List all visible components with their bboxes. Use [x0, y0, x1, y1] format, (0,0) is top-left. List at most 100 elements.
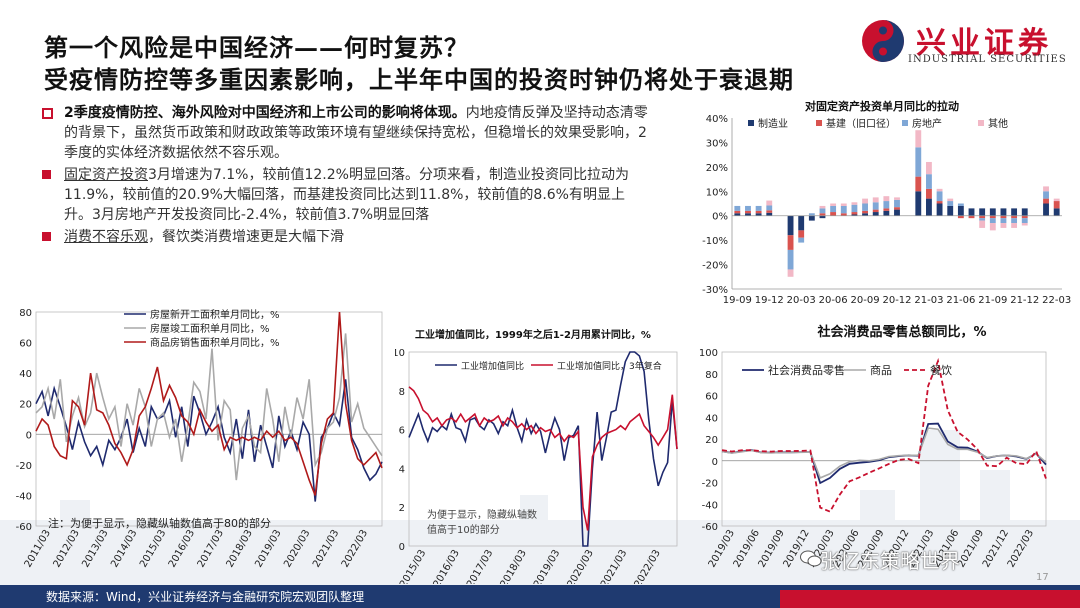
bar-segment [968, 215, 975, 219]
y-tick-label: -40 [702, 500, 718, 511]
bar-segment [766, 200, 773, 206]
chart-title: 对固定资产投资单月同比的拉动 [805, 99, 959, 113]
bar-segment [947, 205, 954, 216]
x-tick-label: 2017/03 [196, 528, 226, 569]
bar-segment [883, 208, 890, 211]
skyline-building [980, 470, 1010, 585]
bar-segment [936, 191, 943, 202]
legend-label: 房屋竣工面积单月同比，% [150, 322, 270, 335]
brand-logo: 兴业证券 INDUSTRIAL SECURITIES [860, 18, 1070, 68]
x-tick-label: 2020/03 [282, 528, 312, 569]
bar-segment [894, 199, 900, 208]
x-tick-label: 22-03 [1042, 295, 1071, 306]
bar-segment [979, 220, 986, 228]
legend-swatch [978, 120, 984, 126]
bar-segment [947, 201, 954, 206]
watermark-text: 张忆东策略世界 [820, 549, 960, 573]
y-tick-label: 40 [705, 413, 718, 424]
bar-segment [936, 201, 943, 204]
bar-segment [745, 213, 751, 216]
bar-segment [872, 212, 879, 216]
legend-label: 其他 [988, 117, 1008, 130]
bar-segment [1011, 215, 1018, 219]
y-tick-label: -20% [702, 261, 728, 272]
x-tick-label: 21-03 [914, 295, 943, 306]
legend-swatch [748, 120, 754, 126]
bar-segment [872, 202, 879, 210]
x-tick-label: 2014/03 [109, 528, 139, 569]
page-subtitle: 受疫情防控等多重因素影响，上半年中国的投资时钟仍将处于衰退期 [44, 65, 794, 94]
bar-segment [1000, 223, 1007, 228]
bar-segment [989, 215, 996, 219]
skyline-building [60, 500, 90, 585]
x-tick-label: 2013/03 [80, 528, 110, 569]
bar-segment [894, 197, 900, 200]
wechat-icon [800, 550, 822, 567]
bar-segment [883, 210, 890, 216]
chart-note: 为便于显示，隐藏纵轴数值高于10的部分 [427, 508, 537, 536]
bullet-item: 固定资产投资3月增速为7.1%，较前值12.2%明显回落。分项来看，制造业投资同… [40, 165, 652, 225]
bar-segment [755, 213, 762, 216]
bar-segment [734, 205, 741, 211]
legend-label: 房地产 [912, 117, 942, 130]
bar-segment [926, 161, 932, 175]
bar-segment [851, 202, 858, 205]
x-tick-label: 20-06 [819, 295, 848, 306]
bar-segment [819, 208, 826, 214]
x-tick-label: 2015/03 [138, 528, 168, 569]
bar-segment [1043, 198, 1049, 204]
x-tick-label: 2015/03 [398, 548, 428, 584]
y-tick-label: 20 [705, 435, 718, 446]
legend-label: 商品房销售面积单月同比，% [150, 336, 280, 349]
x-tick-label: 19-12 [755, 295, 784, 306]
y-tick-label: 40 [19, 369, 32, 380]
bullet-text: 3月增速为7.1%，较前值12.2%明显回落。分项来看，制造业投资同比拉动为11… [64, 167, 629, 223]
bar-segment [1011, 208, 1018, 216]
bar-segment [872, 197, 879, 203]
bar-segment [1000, 218, 1007, 224]
plot-frame [721, 351, 1047, 527]
bullet-underline-text: 消费不容乐观 [64, 229, 148, 245]
series-line [35, 311, 383, 496]
y-tick-label: 0 [712, 457, 718, 468]
bar-segment [936, 188, 943, 192]
chart-title: 工业增加值同比，1999年之后1-2月用累计同比，% [415, 328, 651, 341]
bar-segment [787, 235, 794, 250]
x-tick-label: 2018/03 [499, 548, 529, 584]
footer-accent-bar [780, 590, 1080, 608]
solid-square-bullet-icon [42, 170, 51, 179]
bar-segment [840, 203, 847, 206]
x-tick-label: 19-09 [723, 295, 752, 306]
chart-note-line: 为便于显示，隐藏纵轴数 [427, 508, 537, 521]
x-tick-label: 21-06 [946, 295, 975, 306]
y-tick-label: 0% [712, 212, 728, 223]
x-tick-label: 2011/03 [23, 528, 53, 569]
bar-segment [989, 208, 996, 216]
bar-segment [787, 269, 794, 277]
bar-segment [862, 213, 868, 216]
fai-contribution-chart: 对固定资产投资单月同比的拉动 制造业 基建（旧口径） 房地产 其他 40% 30% 20%… [702, 99, 1071, 306]
bar-segment [808, 213, 815, 216]
series-line [408, 386, 678, 531]
chart-note-line: 值高于10的部分 [427, 523, 500, 536]
brand-subtitle: INDUSTRIAL SECURITIES [908, 54, 1067, 65]
bar-segment [989, 218, 996, 224]
x-tick-label: 2022/03 [633, 548, 663, 584]
bar-segment [862, 210, 868, 214]
bar-segment [840, 213, 847, 216]
legend-label: 商品 [870, 363, 892, 377]
x-tick-label: 20-12 [882, 295, 911, 306]
bar-segment [915, 147, 922, 177]
y-tick-label: 4 [399, 464, 405, 475]
bar-segment [862, 198, 868, 204]
legend-label: 房屋新开工面积单月同比，% [150, 308, 280, 321]
x-tick-label: 2020/03 [566, 548, 596, 584]
bar-segment [830, 212, 837, 216]
bar-segment [1053, 208, 1060, 216]
bar-segment [787, 215, 794, 236]
brand-name: 兴业证券 [916, 26, 1052, 61]
chart-title: 社会消费品零售总额同比，% [816, 324, 986, 340]
bar-segment [734, 213, 741, 216]
y-tick-label: 0 [399, 542, 405, 553]
bar-segment [1011, 223, 1018, 228]
